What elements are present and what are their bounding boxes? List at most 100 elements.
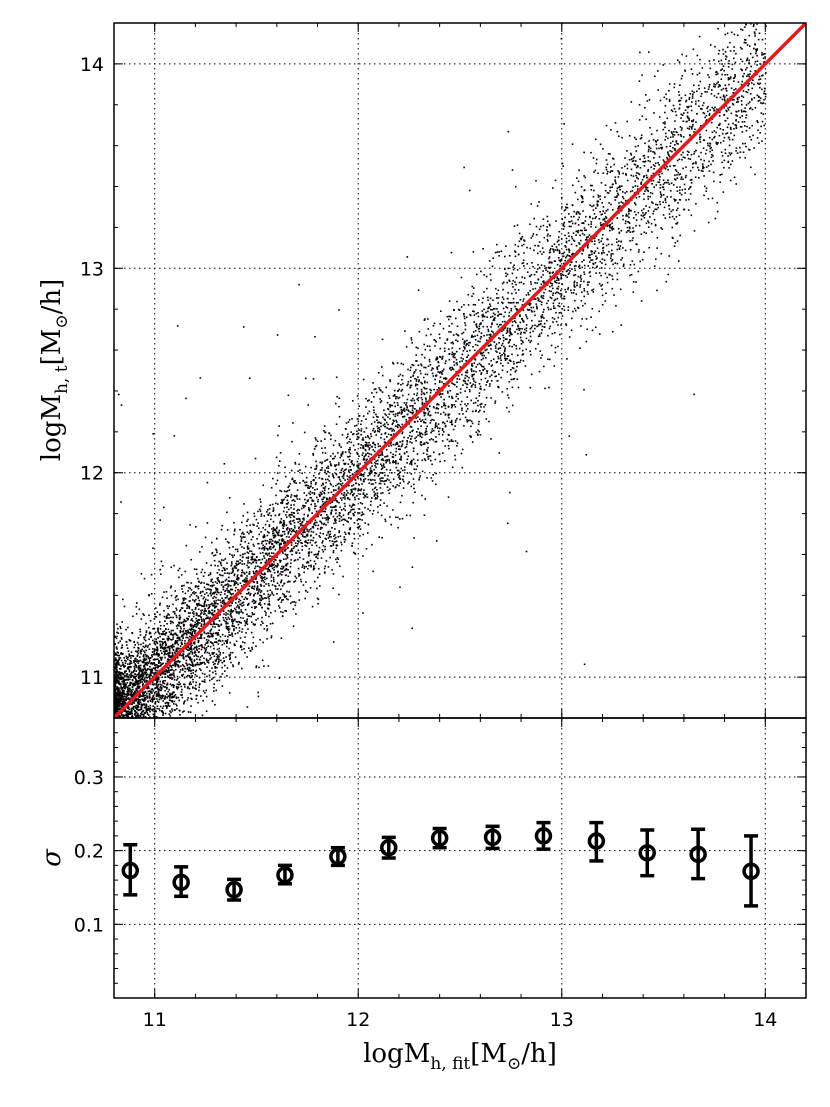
- scatter-point: [705, 190, 707, 192]
- scatter-point: [320, 484, 323, 487]
- scatter-point: [719, 174, 721, 176]
- scatter-point: [459, 388, 462, 390]
- scatter-point: [513, 225, 516, 227]
- scatter-point: [217, 617, 219, 619]
- scatter-point: [717, 81, 719, 83]
- scatter-point: [397, 375, 400, 377]
- scatter-point: [134, 724, 136, 726]
- scatter-point: [131, 770, 133, 772]
- scatter-point: [573, 210, 575, 213]
- scatter-point: [415, 468, 417, 471]
- scatter-point: [712, 160, 714, 162]
- scatter-point: [634, 164, 637, 166]
- scatter-point: [585, 229, 587, 231]
- scatter-point: [116, 730, 118, 732]
- scatter-point: [143, 695, 146, 697]
- scatter-point: [183, 584, 185, 587]
- scatter-point: [344, 469, 346, 471]
- scatter-point: [511, 367, 514, 369]
- scatter-point: [553, 251, 555, 253]
- scatter-point: [304, 484, 307, 487]
- scatter-point: [750, 166, 752, 169]
- scatter-point: [592, 266, 594, 269]
- scatter-point: [315, 505, 317, 507]
- scatter-point: [655, 203, 657, 206]
- scatter-point: [422, 376, 425, 379]
- scatter-point: [169, 715, 172, 717]
- scatter-point: [115, 735, 117, 737]
- scatter-point: [262, 527, 264, 529]
- scatter-point: [344, 451, 347, 453]
- scatter-point: [175, 599, 177, 601]
- scatter-point: [348, 449, 350, 451]
- scatter-point: [119, 740, 121, 742]
- scatter-point: [594, 250, 597, 252]
- scatter-point: [577, 231, 579, 234]
- scatter-point: [478, 362, 481, 365]
- scatter-point: [429, 388, 431, 391]
- scatter-point: [138, 730, 140, 732]
- scatter-point: [714, 84, 717, 86]
- scatter-point: [334, 439, 337, 442]
- scatter-point: [115, 730, 117, 732]
- scatter-point: [621, 167, 623, 169]
- scatter-point: [297, 508, 299, 511]
- scatter-point: [558, 252, 561, 254]
- scatter-point: [212, 632, 215, 635]
- scatter-point: [414, 491, 416, 493]
- scatter-point: [185, 397, 187, 400]
- scatter-point: [263, 534, 266, 536]
- scatter-point: [134, 705, 136, 708]
- scatter-point: [540, 320, 542, 322]
- scatter-point: [502, 298, 505, 300]
- scatter-point: [438, 433, 440, 436]
- scatter-point: [560, 274, 562, 277]
- scatter-point: [463, 315, 466, 318]
- scatter-point: [243, 533, 245, 535]
- scatter-point: [265, 612, 267, 614]
- scatter-point: [647, 220, 649, 222]
- scatter-point: [735, 52, 737, 55]
- scatter-point: [595, 272, 597, 274]
- scatter-point: [295, 530, 298, 532]
- scatter-point: [266, 638, 268, 640]
- scatter-point: [434, 423, 437, 426]
- scatter-point: [598, 241, 601, 244]
- scatter-point: [405, 345, 408, 348]
- scatter-point: [272, 552, 275, 555]
- scatter-point: [148, 692, 151, 695]
- scatter-point: [501, 354, 503, 356]
- scatter-point: [389, 488, 391, 490]
- scatter-point: [162, 673, 164, 675]
- scatter-point: [409, 431, 411, 434]
- scatter-point: [450, 369, 452, 371]
- scatter-point: [236, 574, 239, 576]
- scatter-point: [197, 608, 200, 611]
- scatter-point: [453, 354, 455, 356]
- scatter-point: [115, 745, 117, 747]
- scatter-point: [342, 514, 345, 516]
- scatter-point: [348, 484, 350, 487]
- scatter-point: [143, 758, 145, 760]
- scatter-point: [179, 671, 181, 673]
- scatter-point: [530, 306, 532, 309]
- scatter-point: [618, 202, 620, 204]
- scatter-point: [234, 656, 237, 658]
- scatter-point: [626, 150, 628, 152]
- scatter-point: [382, 459, 384, 462]
- scatter-point: [294, 527, 296, 529]
- scatter-point: [567, 309, 570, 311]
- scatter-point: [246, 620, 248, 622]
- scatter-point: [359, 493, 361, 495]
- scatter-point: [395, 461, 397, 463]
- scatter-point: [688, 151, 690, 153]
- scatter-point: [221, 666, 223, 669]
- scatter-point: [160, 721, 162, 723]
- scatter-point: [165, 653, 167, 655]
- scatter-point: [175, 607, 177, 610]
- scatter-point: [699, 80, 702, 83]
- scatter-point: [635, 281, 637, 283]
- scatter-point: [297, 518, 299, 520]
- scatter-point: [117, 741, 119, 743]
- scatter-point: [127, 650, 130, 652]
